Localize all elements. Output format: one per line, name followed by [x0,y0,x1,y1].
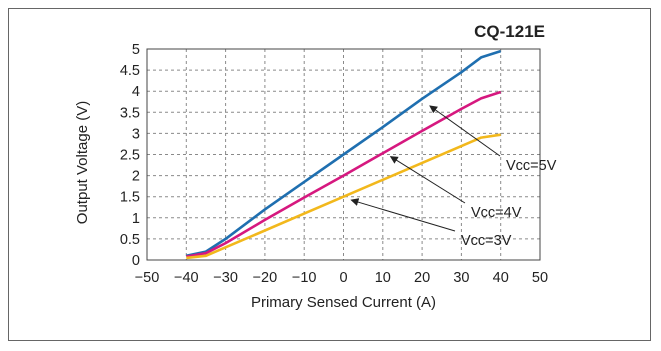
y-tick-label: 4 [132,84,140,100]
x-tick-label: −30 [213,270,238,286]
x-tick-label: 0 [339,270,347,286]
y-tick-label: 4.5 [120,63,140,79]
y-tick-label: 0 [132,253,140,269]
y-tick-label: 1 [132,211,140,227]
series-line-vcc-3v [186,133,501,260]
chart-frame: Vcc=5V Vcc=4V Vcc=3V −50 −40 −30 −20 −10 0 10 20 3… [8,8,651,341]
annotation-arrow [389,156,466,204]
x-tick-label: 40 [493,270,509,286]
y-tick-label: 5 [132,42,140,58]
grid [147,49,540,260]
x-tick-label: −50 [135,270,160,286]
x-tick-label: 20 [414,270,430,286]
x-axis-title: Primary Sensed Current (A) [251,294,436,311]
annotation-label: Vcc=4V [471,205,522,221]
annotations: Vcc=5V Vcc=4V Vcc=3V [350,105,557,249]
x-tick-label: 30 [453,270,469,286]
y-tick-label: 3.5 [120,105,140,121]
y-tick-label: 2.5 [120,148,140,164]
x-tick-label: 50 [532,270,548,286]
x-axis-ticks: −50 −40 −30 −20 −10 0 10 20 30 40 50 [135,270,548,286]
annotation-arrow [429,105,501,157]
series-lines [186,49,502,260]
chart-title: CQ-121E [474,22,545,41]
series-line-vcc-5v [186,49,502,258]
annotation-label: Vcc=5V [506,158,557,174]
annotation-label: Vcc=3V [461,233,512,249]
y-axis-ticks: 0 0.5 1 1.5 2 2.5 3 3.5 4 4.5 5 [120,42,140,269]
y-tick-label: 1.5 [120,190,140,206]
series-line-vcc-4v [186,90,502,258]
annotation-arrow [350,198,456,232]
x-tick-label: 10 [375,270,391,286]
y-tick-label: 3 [132,126,140,142]
x-tick-label: −40 [174,270,199,286]
y-tick-label: 2 [132,169,140,185]
plot-area-border [146,48,541,261]
x-tick-label: −10 [292,270,317,286]
y-tick-label: 0.5 [120,232,140,248]
x-tick-label: −20 [253,270,278,286]
y-axis-title: Output Voltage (V) [74,101,91,224]
